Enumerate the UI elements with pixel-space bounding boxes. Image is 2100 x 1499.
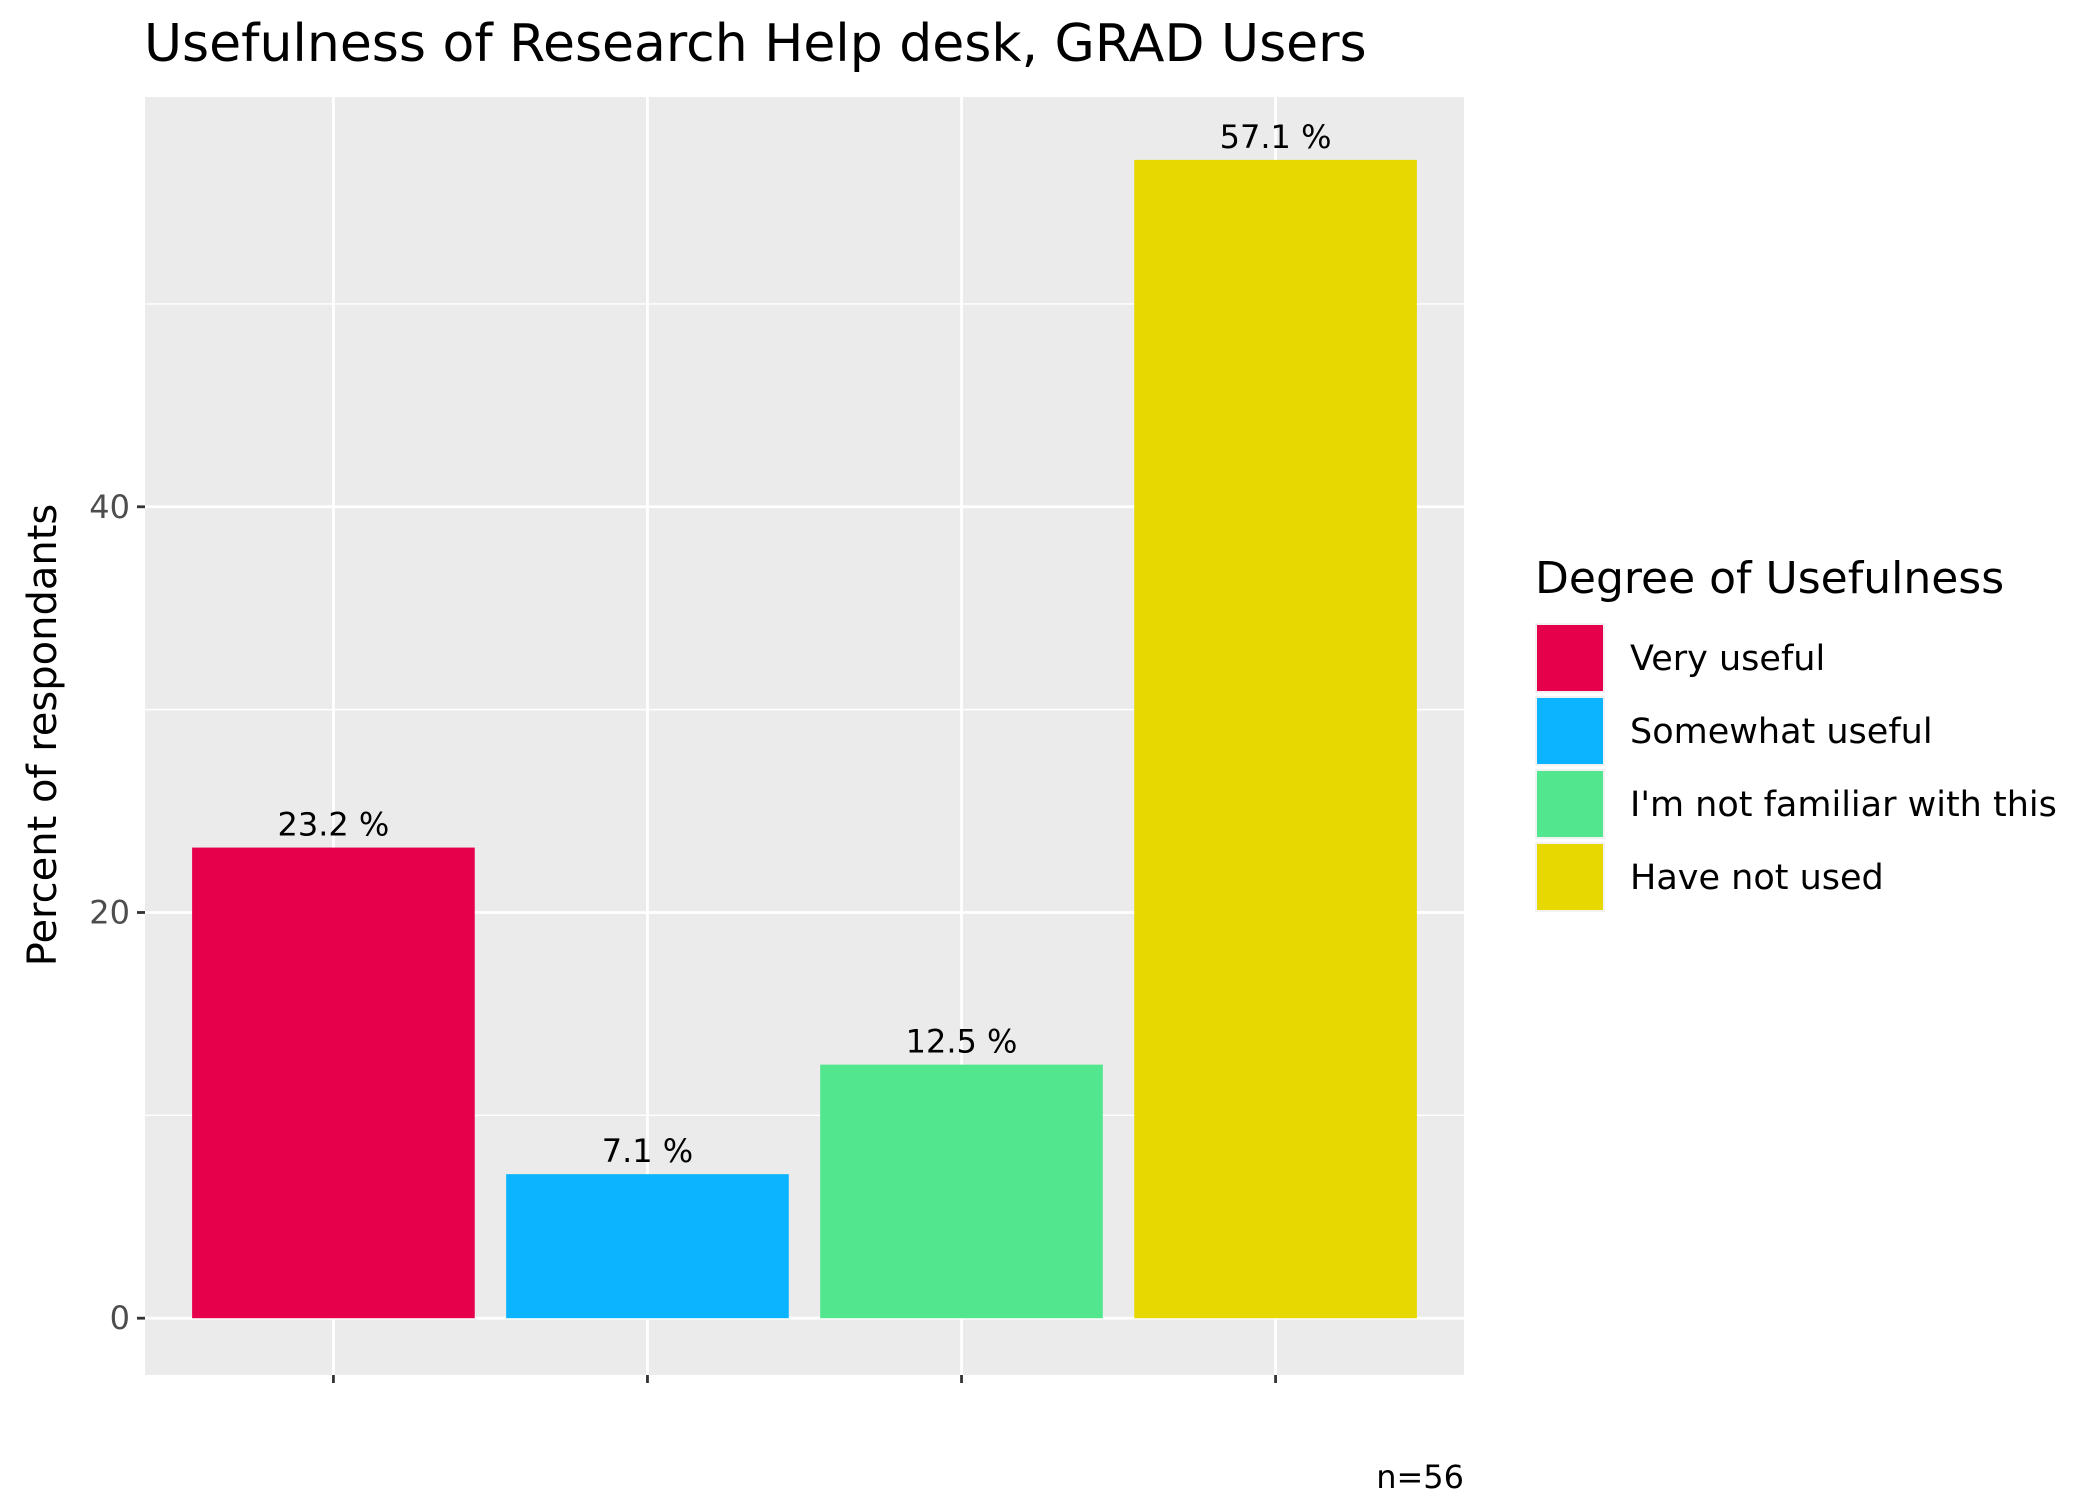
legend-item: Somewhat useful <box>1535 696 1933 766</box>
bar <box>506 1174 789 1319</box>
bar-value-label: 57.1 % <box>1220 118 1332 156</box>
legend-swatch <box>1537 625 1603 691</box>
legend-label: Very useful <box>1630 639 1825 679</box>
bar-value-label: 23.2 % <box>278 806 390 844</box>
y-tick-label: 20 <box>89 893 130 931</box>
y-axis-label: Percent of respondants <box>20 504 66 967</box>
bar <box>192 847 475 1319</box>
legend-label: I'm not familiar with this <box>1630 785 2057 825</box>
legend-item: Very useful <box>1535 623 1825 693</box>
legend-swatch <box>1537 844 1603 910</box>
bar <box>1134 159 1417 1319</box>
legend-item: Have not used <box>1535 842 1884 912</box>
legend-items: Very useful Somewhat useful I'm not famili… <box>1535 623 2057 912</box>
legend: Degree of Usefulness Very useful Somewhat… <box>1535 553 2057 912</box>
y-axis: 0 20 40 <box>89 488 145 1337</box>
x-axis <box>332 1375 1277 1383</box>
bars <box>192 159 1417 1319</box>
y-tick-label: 0 <box>110 1299 130 1337</box>
chart-title: Usefulness of Research Help desk, GRAD U… <box>144 14 1367 74</box>
bar <box>820 1064 1103 1319</box>
legend-label: Somewhat useful <box>1630 712 1933 752</box>
bar-value-label: 12.5 % <box>906 1023 1018 1061</box>
legend-swatch <box>1537 771 1603 837</box>
y-tick-label: 40 <box>89 488 130 526</box>
caption: n=56 <box>1376 1458 1464 1496</box>
bar-value-labels: 23.2 % 7.1 % 12.5 % 57.1 % <box>278 118 1332 1170</box>
legend-swatch <box>1537 698 1603 764</box>
legend-title: Degree of Usefulness <box>1535 553 2004 604</box>
bar-value-label: 7.1 % <box>602 1132 693 1170</box>
legend-item: I'm not familiar with this <box>1535 769 2057 839</box>
legend-label: Have not used <box>1630 858 1884 898</box>
